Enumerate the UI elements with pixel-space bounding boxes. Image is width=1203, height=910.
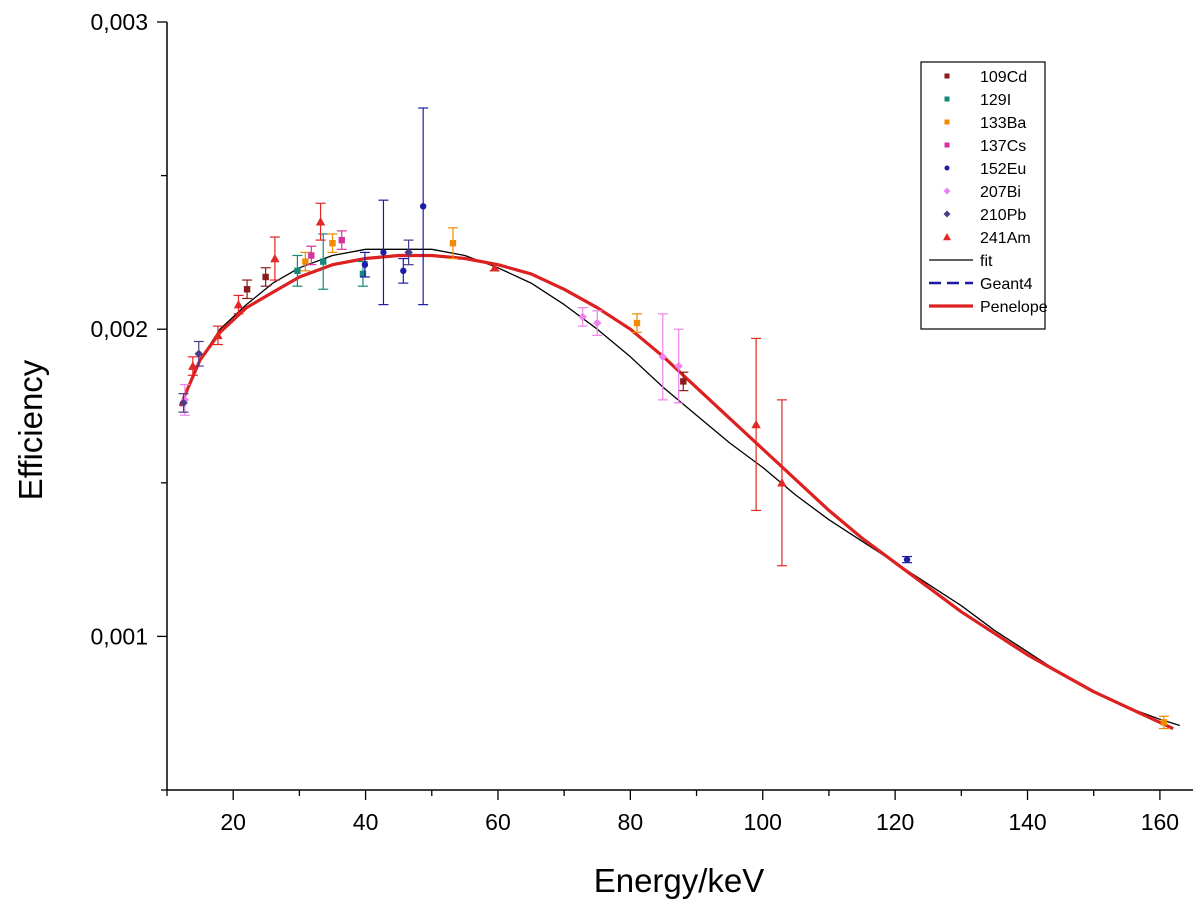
point-241am <box>213 330 223 340</box>
point-109cd <box>262 273 269 281</box>
legend-label-penelope: Penelope <box>980 299 1048 316</box>
point-152eu <box>419 203 427 210</box>
data-points-group <box>178 107 1169 730</box>
legend-label-133ba: 133Ba <box>980 115 1026 132</box>
y-tick-label: 0,001 <box>90 623 148 649</box>
point-241am <box>489 263 500 272</box>
point-133ba <box>633 319 641 327</box>
point-152eu <box>361 261 369 268</box>
point-207bi <box>578 312 587 322</box>
x-tick-label: 80 <box>618 809 644 835</box>
x-tick-label: 40 <box>353 809 379 835</box>
point-137cs <box>308 252 315 259</box>
x-tick-label: 100 <box>744 809 782 835</box>
point-129i <box>359 270 367 278</box>
axes-group: 20 40 60 80 100 120 140 160 0,001 0,002 0,003 <box>90 9 1193 835</box>
legend-marker-207bi <box>943 187 951 195</box>
x-tick-label: 140 <box>1008 809 1046 835</box>
point-207bi <box>658 352 667 362</box>
legend-label-152eu: 152Eu <box>980 161 1026 178</box>
point-133ba <box>302 258 309 265</box>
point-241am <box>315 216 326 226</box>
x-tick-label: 20 <box>220 809 246 835</box>
point-137cs <box>338 236 345 244</box>
legend-marker-109cd <box>944 73 950 79</box>
point-241am <box>233 299 244 309</box>
point-152eu <box>380 249 387 256</box>
legend-label-207bi: 207Bi <box>980 184 1021 201</box>
point-152eu <box>903 556 911 563</box>
legend-label-137cs: 137Cs <box>980 138 1026 155</box>
point-133ba <box>329 239 336 247</box>
legend-marker-241am <box>943 233 951 241</box>
point-133ba <box>1160 719 1168 726</box>
legend-label-geant4: Geant4 <box>980 276 1033 293</box>
point-241am <box>751 419 761 429</box>
legend-label-210pb: 210Pb <box>980 207 1026 224</box>
legend-label-fit: fit <box>980 253 993 270</box>
point-241am <box>188 361 198 370</box>
point-129i <box>294 267 301 275</box>
curve-fit <box>179 248 1180 727</box>
point-241am <box>270 253 280 263</box>
point-210pb <box>194 349 203 358</box>
point-210pb <box>404 248 413 257</box>
point-133ba <box>449 239 457 247</box>
point-109cd <box>243 286 251 293</box>
legend-label-241am: 241Am <box>980 230 1031 247</box>
legend-marker-129i <box>944 96 950 102</box>
legend-marker-210pb <box>943 210 951 218</box>
legend-marker-133ba <box>944 119 950 125</box>
point-109cd <box>680 378 687 385</box>
legend-label-129i: 129I <box>980 92 1011 109</box>
point-152eu <box>400 267 407 275</box>
y-tick-label: 0,002 <box>90 316 148 342</box>
legend-marker-137cs <box>944 142 950 148</box>
x-tick-label: 60 <box>485 809 511 835</box>
x-tick-label: 120 <box>876 809 914 835</box>
legend-marker-152eu <box>944 165 950 171</box>
point-207bi <box>674 361 683 371</box>
point-210pb <box>179 398 188 408</box>
legend: 109Cd 129I 133Ba 137Cs 152Eu 207Bi 210Pb 241Am f… <box>920 61 1048 330</box>
x-tick-label: 160 <box>1141 809 1179 835</box>
point-129i <box>320 258 327 265</box>
point-207bi <box>593 318 602 328</box>
y-axis-title: Efficiency <box>12 359 49 500</box>
x-axis-title: Energy/keV <box>594 862 765 899</box>
legend-label-109cd: 109Cd <box>980 69 1027 86</box>
point-241am <box>777 478 787 487</box>
y-tick-label: 0,003 <box>90 9 148 35</box>
legend-box <box>920 61 1046 330</box>
